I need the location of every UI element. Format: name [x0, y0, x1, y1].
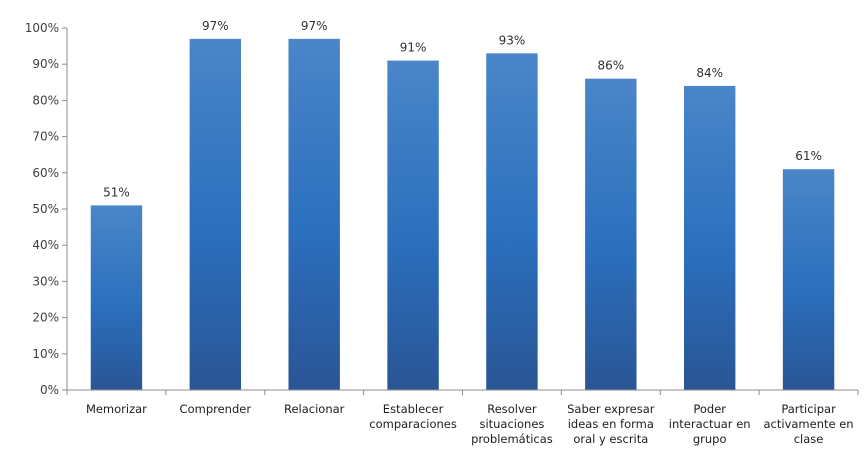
x-tick-label-line: Comprender	[180, 402, 252, 416]
x-tick-label-line: situaciones	[479, 417, 544, 431]
data-label: 84%	[696, 66, 723, 80]
bar	[782, 169, 835, 390]
y-tick-label: 50%	[32, 202, 59, 216]
y-tick-label: 80%	[32, 93, 59, 107]
x-tick-label: Relacionar	[284, 402, 345, 416]
data-label: 97%	[301, 19, 328, 33]
data-label: 93%	[499, 33, 526, 47]
x-tick-label-line: interactuar en	[669, 417, 751, 431]
bar	[288, 38, 340, 391]
y-axis: 0% 10% 20% 30% 40% 50% 60% 70% 80% 90% 100%	[25, 21, 68, 397]
y-tick-label: 30%	[32, 274, 59, 288]
x-tick-label-line: clase	[794, 432, 824, 446]
data-label: 97%	[202, 19, 229, 33]
x-axis: Memorizar Comprender Relacionar Establecerc…	[66, 389, 859, 446]
x-tick-label-line: oral y escrita	[573, 432, 648, 446]
x-tick-label-line: Establecer	[383, 402, 444, 416]
data-labels: 51% 97% 97% 91% 93% 86% 84% 61%	[103, 19, 822, 200]
data-label: 91%	[400, 41, 427, 55]
bar	[90, 205, 143, 390]
x-tick-label-line: problemáticas	[471, 432, 553, 446]
bar	[486, 53, 538, 391]
y-tick-label: 60%	[32, 166, 59, 180]
bars	[90, 38, 835, 391]
x-tick-label-line: Relacionar	[284, 402, 345, 416]
y-tick-label: 90%	[32, 57, 59, 71]
data-label: 61%	[795, 149, 822, 163]
bar	[585, 78, 637, 391]
data-label: 51%	[103, 185, 130, 199]
x-tick-label: Comprender	[180, 402, 252, 416]
bar	[189, 38, 242, 391]
x-tick-label-line: comparaciones	[369, 417, 457, 431]
x-tick-label-line: Saber expresar	[567, 402, 655, 416]
y-tick-label: 100%	[25, 21, 59, 35]
y-tick-label: 20%	[32, 311, 59, 325]
bar	[387, 60, 439, 391]
y-tick-label: 70%	[32, 130, 59, 144]
y-tick-label: 40%	[32, 238, 59, 252]
y-tick-label: 0%	[40, 383, 59, 397]
x-tick-label-line: ideas en forma	[568, 417, 654, 431]
x-tick-label-line: Resolver	[487, 402, 537, 416]
x-tick-label-line: activamente en	[764, 417, 854, 431]
x-tick-label-line: grupo	[693, 432, 727, 446]
data-label: 86%	[597, 59, 624, 73]
x-tick-label-line: Participar	[781, 402, 836, 416]
x-tick-label-line: Poder	[693, 402, 726, 416]
x-tick-label: Memorizar	[86, 402, 147, 416]
y-tick-label: 10%	[32, 347, 59, 361]
x-tick-label-line: Memorizar	[86, 402, 147, 416]
bar	[683, 85, 736, 391]
